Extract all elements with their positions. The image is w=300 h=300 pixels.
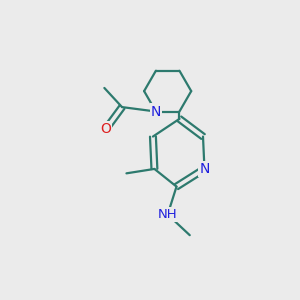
Text: O: O	[100, 122, 111, 136]
Text: N: N	[199, 162, 210, 176]
Text: N: N	[151, 104, 161, 118]
Text: NH: NH	[158, 208, 178, 221]
